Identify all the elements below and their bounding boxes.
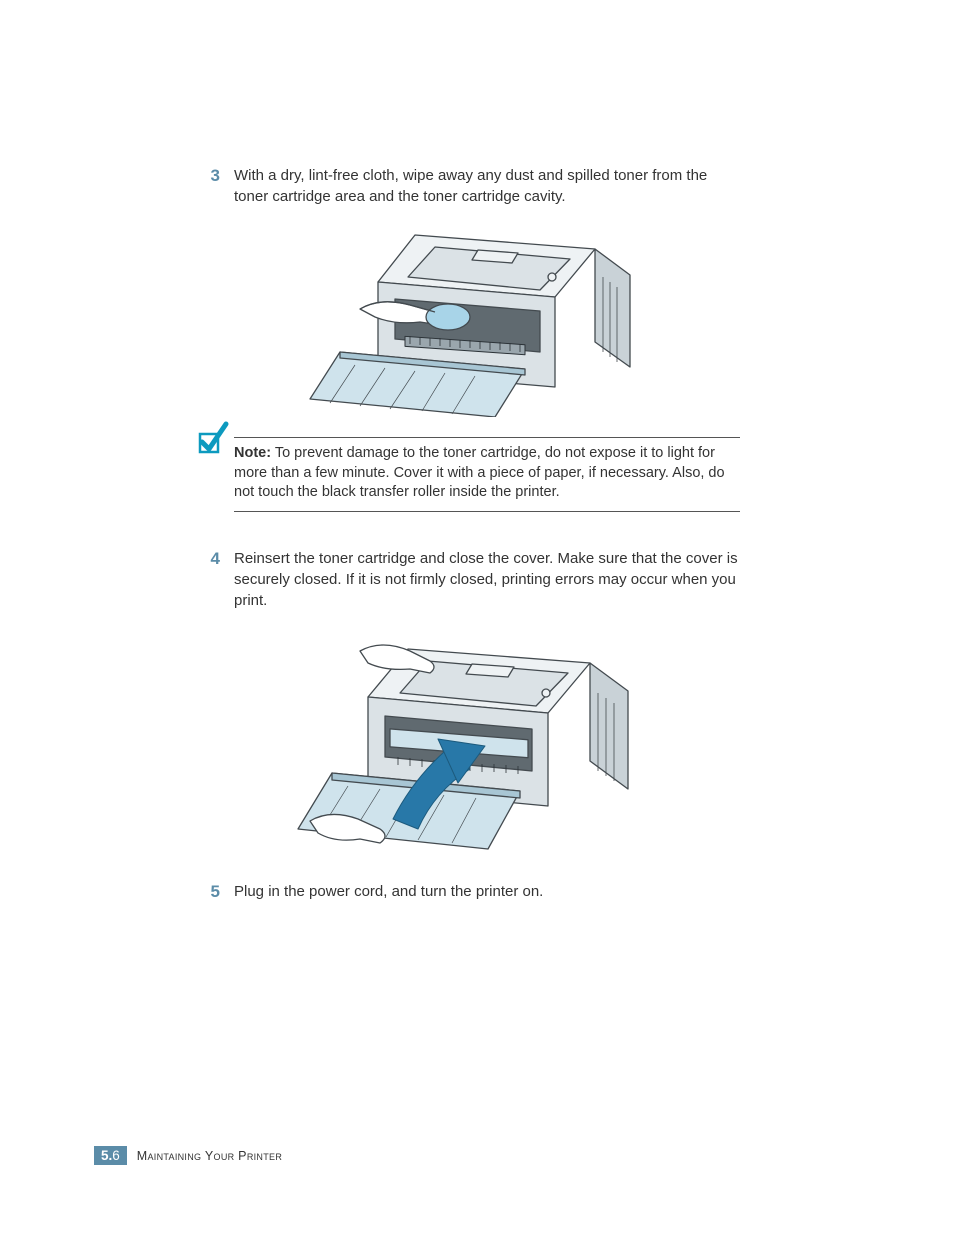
figure-close-cover	[200, 621, 740, 861]
page-number: 6	[112, 1148, 120, 1163]
note-text: Note: To prevent damage to the toner car…	[234, 444, 740, 503]
step-4: 4 Reinsert the toner cartridge and close…	[200, 548, 740, 611]
step-4-text: Reinsert the toner cartridge and close t…	[234, 548, 740, 611]
footer-title: Maintaining Your Printer	[137, 1149, 282, 1163]
step-3-text: With a dry, lint-free cloth, wipe away a…	[234, 165, 740, 207]
note-label: Note:	[234, 445, 271, 461]
step-4-number: 4	[200, 549, 234, 569]
figure-wipe-printer	[200, 217, 740, 417]
checkmark-icon	[194, 420, 230, 461]
step-3: 3 With a dry, lint-free cloth, wipe away…	[200, 165, 740, 207]
page-number-badge: 5.6	[94, 1146, 127, 1165]
step-3-number: 3	[200, 166, 234, 186]
step-5: 5 Plug in the power cord, and turn the p…	[200, 881, 740, 902]
step-5-text: Plug in the power cord, and turn the pri…	[234, 881, 740, 902]
chapter-number: 5.	[101, 1148, 112, 1163]
step-5-number: 5	[200, 882, 234, 902]
note-body: To prevent damage to the toner cartridge…	[234, 445, 725, 500]
page-footer: 5.6 Maintaining Your Printer	[94, 1146, 282, 1165]
note-block: Note: To prevent damage to the toner car…	[234, 437, 740, 512]
